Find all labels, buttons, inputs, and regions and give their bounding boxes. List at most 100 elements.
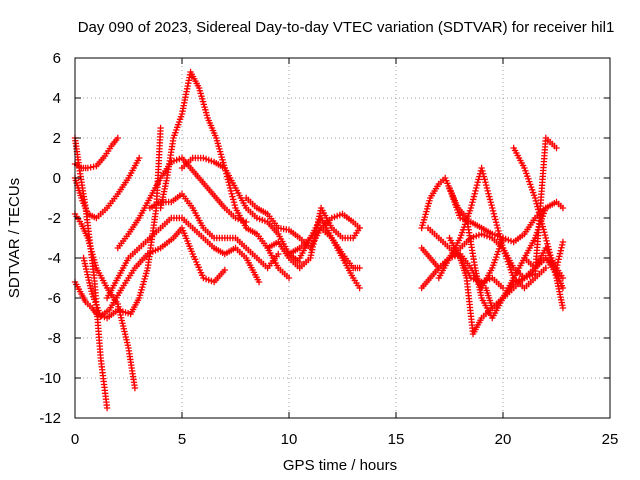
data-point: [539, 223, 546, 230]
data-point: [493, 221, 501, 229]
data-point: [231, 201, 238, 209]
data-point: [490, 210, 498, 217]
y-tick-label: 4: [53, 90, 61, 107]
y-tick-label: -6: [48, 290, 61, 307]
data-point: [499, 241, 506, 249]
data-point: [479, 167, 486, 175]
data-point: [559, 204, 567, 212]
data-point: [275, 250, 282, 258]
series-arc-10: [146, 190, 282, 272]
data-point: [498, 239, 505, 246]
data-point: [87, 164, 94, 171]
y-tick-label: 2: [53, 130, 61, 147]
data-point: [479, 170, 487, 177]
data-point: [90, 163, 97, 170]
data-point: [559, 304, 567, 312]
data-point: [554, 259, 562, 266]
data-point: [478, 164, 485, 172]
series-arc-15: [296, 210, 363, 262]
data-point: [489, 204, 496, 212]
data-point: [481, 176, 488, 183]
data-point: [285, 274, 293, 282]
series-arc-5: [71, 154, 143, 222]
y-tick-label: -10: [39, 370, 61, 387]
data-point: [496, 233, 504, 240]
y-tick-label: -8: [48, 330, 61, 347]
data-point: [553, 144, 560, 152]
data-point: [356, 284, 363, 292]
data-point: [533, 200, 540, 207]
chart-title: Day 090 of 2023, Sidereal Day-to-day VTE…: [78, 19, 615, 36]
data-point: [495, 230, 503, 237]
series-arc-25: [521, 238, 567, 272]
data-point: [468, 201, 475, 209]
data-point: [474, 179, 481, 186]
data-point: [538, 217, 545, 225]
data-point: [469, 196, 477, 203]
data-point: [534, 206, 542, 213]
data-point: [494, 224, 501, 232]
data-point: [230, 196, 237, 203]
data-point: [486, 193, 493, 200]
data-point: [551, 269, 559, 276]
data-point: [534, 203, 541, 210]
data-point: [499, 284, 507, 292]
data-point: [556, 253, 563, 260]
data-point: [556, 250, 564, 257]
series-arc-7: [114, 154, 250, 252]
series-arc-23: [446, 134, 560, 338]
series-arc-8: [103, 214, 263, 302]
data-point: [229, 193, 236, 200]
y-tick-label: -4: [48, 250, 61, 267]
data-point: [495, 227, 502, 235]
data-point: [492, 219, 500, 226]
data-point: [492, 216, 499, 223]
data-point: [542, 204, 549, 212]
data-point: [542, 234, 549, 242]
data-point: [157, 124, 164, 132]
data-point: [559, 274, 567, 282]
data-point: [356, 264, 363, 272]
data-point: [484, 187, 491, 195]
data-point: [554, 261, 561, 269]
data-point: [114, 134, 121, 142]
data-point: [136, 154, 143, 162]
data-point: [555, 256, 562, 263]
x-tick-labels: 0 5 10 15 20 25: [71, 431, 619, 448]
y-tick-label: 0: [53, 170, 61, 187]
data-point: [480, 173, 488, 180]
axis-ticks: [74, 57, 611, 419]
data-point: [226, 184, 234, 192]
x-tick-label: 10: [281, 431, 298, 448]
data-point: [131, 384, 139, 392]
data-point: [471, 190, 478, 197]
data-point: [488, 201, 495, 209]
data-point: [536, 211, 543, 219]
data-point: [531, 194, 539, 202]
data-point: [84, 164, 92, 172]
data-point: [227, 187, 235, 195]
data-point: [491, 213, 498, 220]
data-point: [482, 179, 489, 186]
y-tick-label: 6: [53, 50, 61, 67]
data-point: [535, 209, 543, 216]
data-point: [485, 190, 492, 197]
data-point: [467, 204, 475, 212]
data-point: [470, 193, 478, 200]
data-point: [487, 199, 494, 206]
x-tick-label: 5: [178, 431, 186, 448]
y-tick-labels: -12 -10 -8 -6 -4 -2 0 2 4 6: [39, 50, 61, 427]
data-point: [544, 240, 551, 247]
data-point: [553, 264, 560, 272]
series-arc-6: [80, 224, 228, 320]
data-point: [541, 231, 549, 239]
data-point: [542, 264, 549, 272]
x-tick-label: 20: [495, 431, 512, 448]
y-axis-label: SDTVAR / TECUs: [6, 178, 23, 298]
data-point: [469, 199, 476, 206]
series-arc-3: [71, 210, 139, 392]
plot-frame: [74, 57, 611, 419]
data-point: [541, 229, 548, 236]
data-point: [537, 214, 544, 222]
